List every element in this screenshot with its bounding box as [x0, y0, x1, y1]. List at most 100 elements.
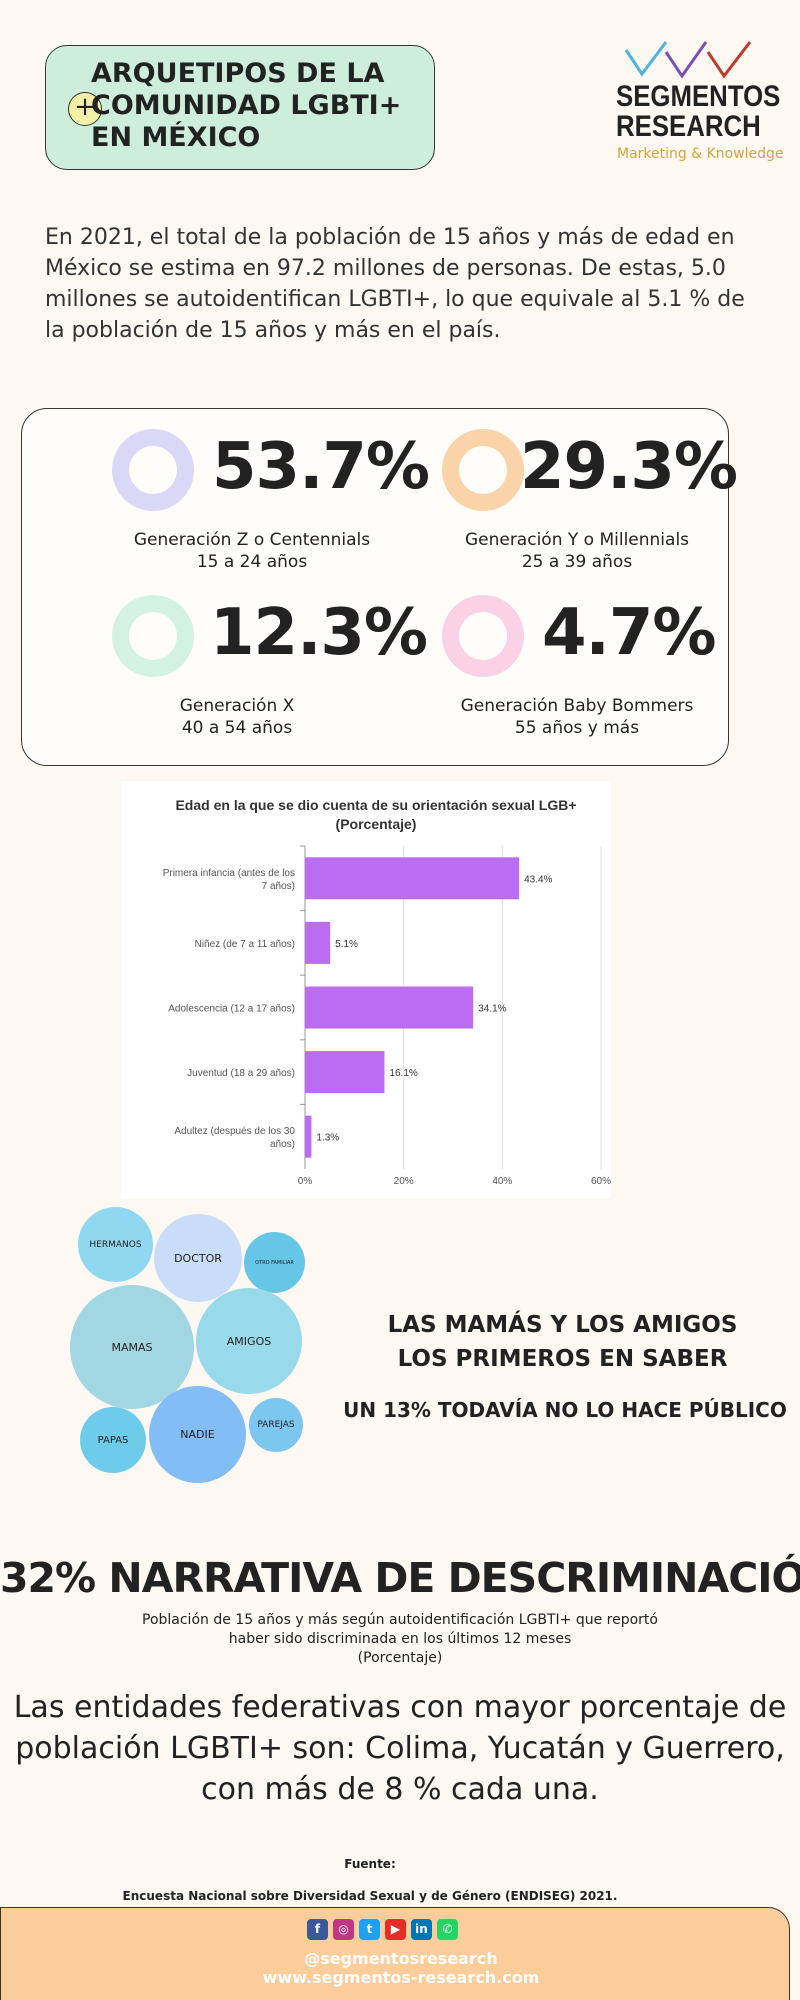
category-label-line: Juventud (18 a 29 años)	[187, 1068, 295, 1079]
category-label: Juventud (18 a 29 años)	[187, 1068, 295, 1079]
chart-title: Edad en la que se dio cuenta de su orien…	[175, 797, 576, 813]
category-label: Adultez (después de los 30 años)	[174, 1126, 295, 1150]
bubble-label: HERMANOS	[89, 1239, 142, 1250]
category-label-line: Niñez (de 7 a 11 años)	[195, 939, 295, 950]
donut-icon	[442, 429, 524, 511]
bubble-label: AMIGOS	[226, 1334, 272, 1348]
mamas-line-1: LAS MAMÁS Y LOS AMIGOS	[387, 1312, 738, 1338]
checkmarks-icon	[624, 41, 752, 79]
generation-name: Generación X	[179, 696, 295, 716]
mamas-heading: LAS MAMÁS Y LOS AMIGOS LOS PRIMEROS EN S…	[360, 1308, 765, 1376]
x-tick-label: 40%	[492, 1176, 512, 1187]
bar	[305, 1115, 312, 1158]
generation-percent: 53.7%	[212, 430, 430, 504]
generation-z: 53.7% Generación Z o Centennials 15 a 24…	[112, 429, 442, 579]
title-box: + ARQUETIPOS DE LA COMUNIDAD LGBTI+ EN M…	[45, 45, 435, 170]
donut-icon	[112, 429, 194, 511]
bar-value-label: 16.1%	[389, 1068, 417, 1079]
mamas-subheading: UN 13% TODAVÍA NO LO HACE PÚBLICO	[343, 1398, 787, 1422]
bubble-nadie: NADIE	[149, 1386, 246, 1483]
bar	[305, 1051, 385, 1094]
bubble-label: DOCTOR	[174, 1251, 222, 1265]
check-blue	[624, 41, 668, 77]
bubble-mamas: MAMAS	[70, 1285, 194, 1409]
generation-ages: 55 años y más	[514, 718, 640, 738]
generation-ages: 40 a 54 años	[181, 718, 293, 738]
generation-percent: 4.7%	[542, 596, 716, 670]
bubble-label: MAMAS	[111, 1340, 153, 1354]
category-label-line: 7 años)	[262, 881, 295, 892]
category-label: Adolescencia (12 a 17 años)	[168, 1004, 295, 1015]
bubble-parejas: PAREJAS	[249, 1398, 303, 1452]
generation-percent: 12.3%	[210, 596, 428, 670]
title-line-3: EN MÉXICO	[91, 122, 261, 153]
linkedin-icon[interactable]: in	[411, 1919, 432, 1940]
category-label-line: años)	[270, 1139, 295, 1150]
bar	[305, 857, 520, 900]
title-line-1: ARQUETIPOS DE LA	[91, 58, 385, 89]
bar-value-label: 34.1%	[478, 1004, 506, 1015]
bar-value-label: 5.1%	[335, 939, 358, 950]
social-links: f ◎ t ▶ in ✆	[307, 1919, 458, 1940]
generations-card: 53.7% Generación Z o Centennials 15 a 24…	[21, 408, 738, 766]
logo-name: SEGMENTOS RESEARCH	[616, 82, 780, 142]
entities-statement: Las entidades federativas con mayor porc…	[13, 1690, 787, 1807]
bar-value-label: 43.4%	[524, 874, 552, 885]
generation-ages: 15 a 24 años	[196, 552, 308, 572]
discrimination-caption: Población de 15 años y más según autoide…	[100, 1611, 700, 1668]
discrimination-heading: 32% NARRATIVA DE DESCRIMINACIÓN	[0, 1554, 800, 1602]
mamas-line-2: LOS PRIMEROS EN SABER	[397, 1346, 728, 1372]
logo-tagline: Marketing & Knowledge	[617, 146, 784, 162]
segmentos-logo: SEGMENTOS RESEARCH Marketing & Knowledge	[612, 38, 787, 168]
generation-label: Generación X 40 a 54 años	[72, 695, 402, 739]
plus-circle-icon: +	[68, 92, 102, 126]
bubble-label: PAPAS	[97, 1434, 129, 1446]
generation-name: Generación Baby Bommers	[460, 696, 694, 716]
instagram-icon[interactable]: ◎	[333, 1919, 354, 1940]
category-label-line: Adultez (después de los 30	[174, 1126, 295, 1137]
x-tick-label: 0%	[298, 1176, 313, 1187]
generation-label: Generación Y o Millennials 25 a 39 años	[412, 529, 742, 573]
bar-chart-svg: Edad en la que se dio cuenta de su orien…	[163, 797, 611, 1187]
generation-label: Generación Baby Bommers 55 años y más	[412, 695, 742, 739]
generation-percent: 29.3%	[520, 430, 738, 504]
bar	[305, 986, 474, 1029]
generation-label: Generación Z o Centennials 15 a 24 años	[87, 529, 417, 573]
bubble-amigos: AMIGOS	[196, 1288, 302, 1394]
check-purple	[664, 41, 708, 79]
generation-x: 12.3% Generación X 40 a 54 años	[112, 595, 442, 745]
chart-subtitle: (Porcentaje)	[336, 816, 417, 832]
intro-paragraph: En 2021, el total de la población de 15 …	[45, 225, 745, 343]
generation-name: Generación Z o Centennials	[133, 530, 371, 550]
discrimination-caption-line-1: Población de 15 años y más según autoide…	[142, 1612, 658, 1628]
x-tick-label: 20%	[394, 1176, 414, 1187]
bubble-label: OTRO FAMILIAR	[255, 1259, 294, 1266]
generation-name: Generación Y o Millennials	[464, 530, 690, 550]
social-handle[interactable]: @segmentosresearch	[304, 1949, 498, 1968]
whatsapp-icon[interactable]: ✆	[437, 1919, 458, 1940]
bar	[305, 921, 331, 964]
bubble-otro-familiar: OTRO FAMILIAR	[244, 1232, 305, 1293]
website-link[interactable]: www.segmentos-research.com	[262, 1968, 540, 1987]
footer: f ◎ t ▶ in ✆ @segmentosresearch www.segm…	[0, 1907, 790, 2000]
bar-value-label: 1.3%	[316, 1133, 339, 1144]
check-red	[706, 41, 752, 79]
discrimination-caption-line-3: (Porcentaje)	[357, 1650, 443, 1666]
bubble-doctor: DOCTOR	[154, 1214, 242, 1302]
bubble-hermanos: HERMANOS	[78, 1207, 153, 1282]
generation-boomers: 4.7% Generación Baby Bommers 55 años y m…	[442, 595, 772, 745]
twitter-icon[interactable]: t	[359, 1919, 380, 1940]
youtube-icon[interactable]: ▶	[385, 1919, 406, 1940]
orientation-age-chart: Edad en la que se dio cuenta de su orien…	[121, 781, 611, 1199]
donut-icon	[112, 595, 194, 677]
category-label-line: Primera infancia (antes de los	[163, 868, 295, 879]
bubble-papas: PAPAS	[80, 1407, 146, 1473]
logo-name-line-2: RESEARCH	[616, 110, 761, 143]
donut-icon	[442, 595, 524, 677]
generation-ages: 25 a 39 años	[521, 552, 633, 572]
source-label: Fuente:	[344, 1857, 396, 1871]
category-label-line: Adolescencia (12 a 17 años)	[168, 1004, 295, 1015]
confidants-bubble-chart: HERMANOS DOCTOR OTRO FAMILIAR MAMAS AMIG…	[0, 1200, 320, 1490]
bubble-label: NADIE	[180, 1428, 215, 1441]
facebook-icon[interactable]: f	[307, 1919, 328, 1940]
